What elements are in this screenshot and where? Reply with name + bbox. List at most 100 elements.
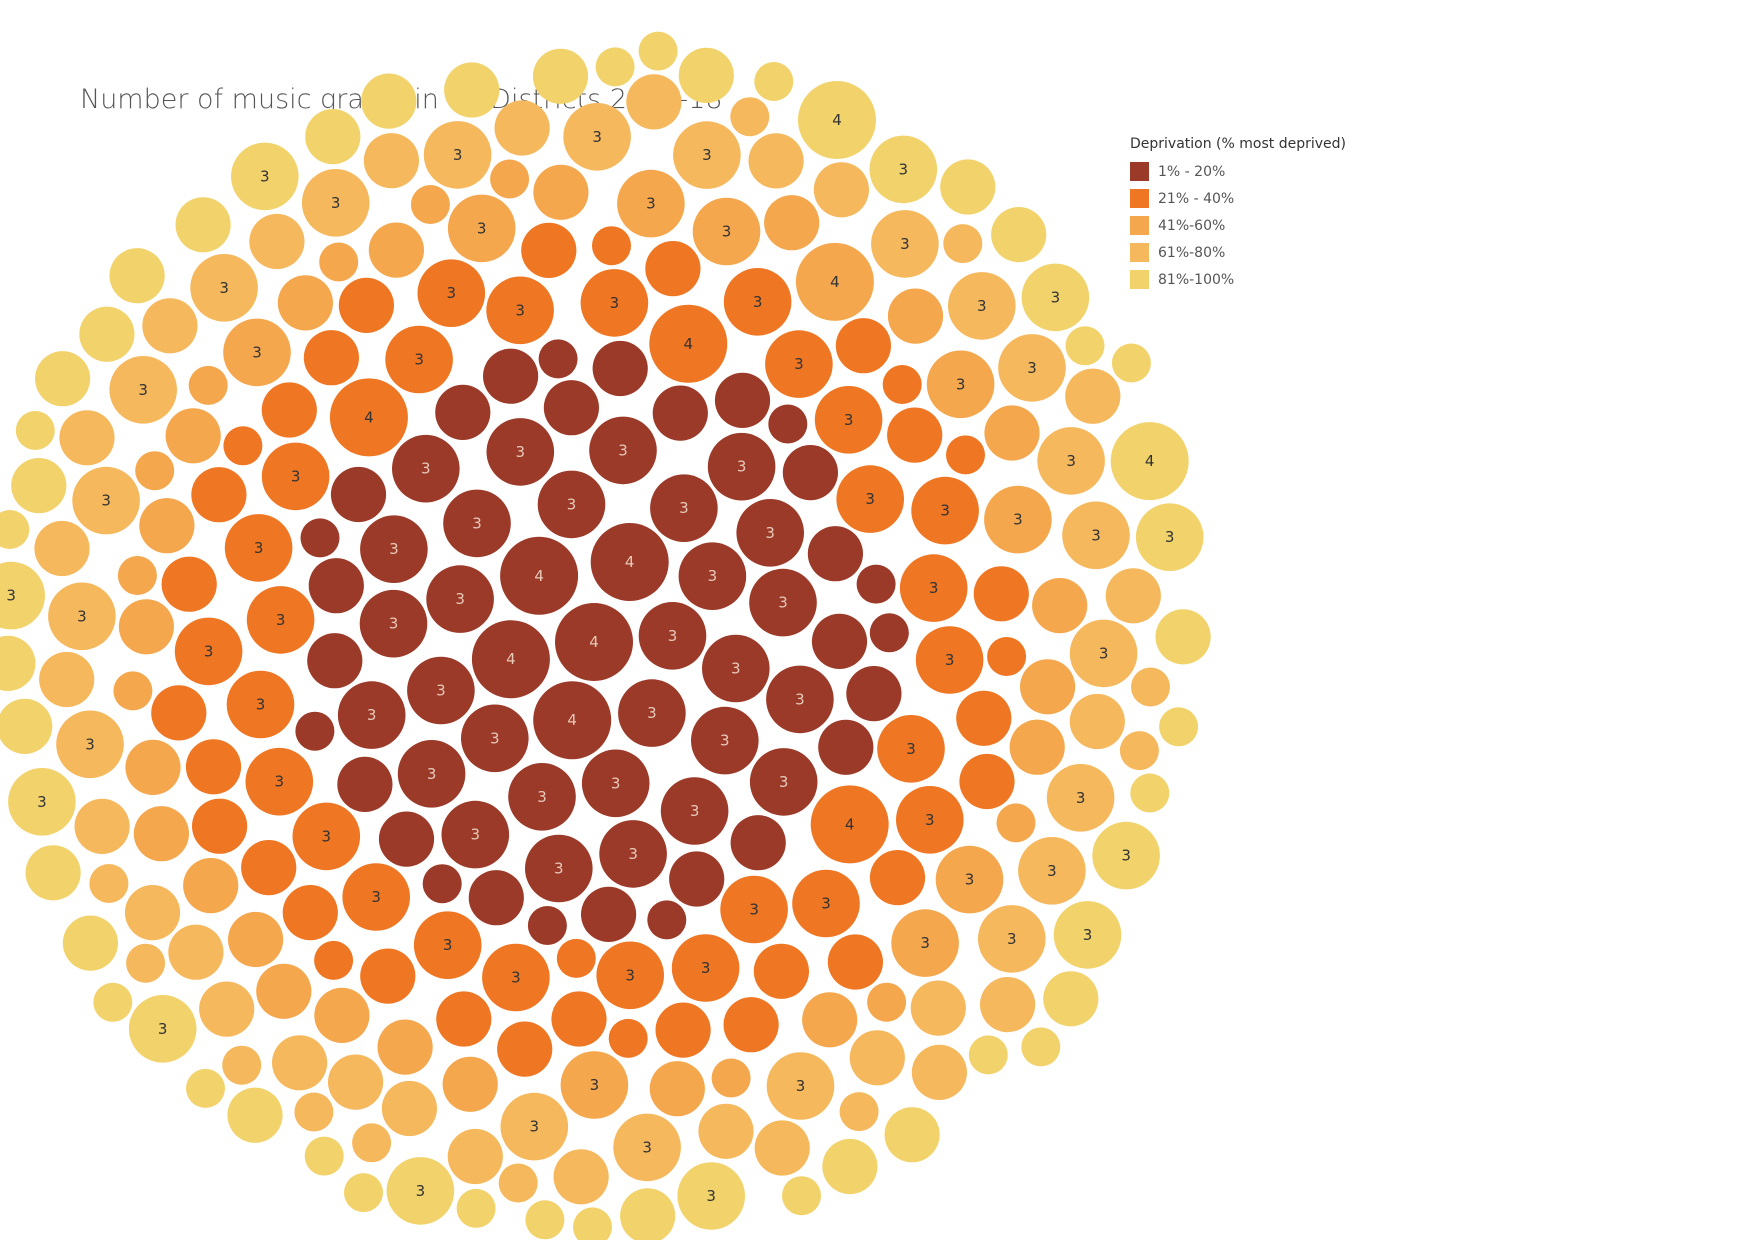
district-bubble[interactable] [599, 820, 667, 888]
district-bubble[interactable] [613, 1113, 681, 1182]
district-bubble[interactable] [124, 885, 181, 941]
district-bubble[interactable] [871, 210, 939, 278]
district-bubble[interactable] [749, 568, 817, 637]
district-bubble[interactable] [856, 564, 896, 604]
district-bubble[interactable] [410, 185, 450, 224]
district-bubble[interactable] [361, 73, 417, 129]
district-bubble[interactable] [277, 275, 333, 331]
legend-item-q2[interactable]: 21% - 40% [1130, 185, 1346, 212]
district-bubble[interactable] [397, 740, 466, 808]
district-bubble[interactable] [11, 458, 67, 514]
district-bubble[interactable] [677, 1162, 745, 1230]
district-bubble[interactable] [525, 834, 593, 903]
district-bubble[interactable] [330, 466, 387, 523]
district-bubble[interactable] [782, 445, 839, 501]
district-bubble[interactable] [980, 977, 1036, 1033]
district-bubble[interactable] [363, 133, 419, 189]
district-bubble[interactable] [174, 617, 243, 686]
district-bubble[interactable] [527, 906, 567, 945]
district-bubble[interactable] [190, 253, 258, 322]
district-bubble[interactable] [1062, 501, 1130, 570]
district-bubble[interactable] [589, 416, 657, 485]
district-bubble[interactable] [869, 850, 926, 906]
district-bubble[interactable] [1135, 503, 1204, 571]
district-bubble[interactable] [839, 1092, 879, 1132]
district-bubble[interactable] [766, 665, 834, 734]
district-bubble[interactable] [0, 698, 53, 754]
district-bubble[interactable] [407, 656, 475, 725]
district-bubble[interactable] [490, 159, 530, 199]
district-bubble[interactable] [443, 489, 511, 558]
district-bubble[interactable] [175, 197, 231, 253]
district-bubble[interactable] [891, 909, 959, 977]
district-bubble[interactable] [649, 1061, 705, 1117]
district-bubble[interactable] [525, 1200, 565, 1240]
district-bubble[interactable] [413, 911, 482, 979]
district-bubble[interactable] [34, 520, 90, 577]
district-bubble[interactable] [911, 1044, 968, 1100]
district-bubble[interactable] [563, 103, 631, 171]
district-bubble[interactable] [186, 1068, 225, 1108]
district-bubble[interactable] [1053, 901, 1122, 969]
district-bubble[interactable] [978, 905, 1046, 973]
district-bubble[interactable] [948, 272, 1016, 340]
district-bubble[interactable] [1021, 263, 1090, 332]
district-bubble[interactable] [849, 1030, 905, 1086]
district-bubble[interactable] [342, 863, 411, 931]
district-bubble[interactable] [447, 1128, 503, 1185]
district-bubble[interactable] [192, 798, 248, 854]
district-bubble[interactable] [991, 207, 1047, 263]
district-bubble[interactable] [444, 62, 500, 118]
district-bubble[interactable] [533, 164, 589, 220]
district-bubble[interactable] [730, 97, 770, 137]
district-bubble[interactable] [109, 356, 177, 424]
district-bubble[interactable] [15, 411, 55, 450]
district-bubble[interactable] [764, 195, 820, 251]
district-bubble[interactable] [521, 222, 577, 278]
district-bubble[interactable] [128, 995, 197, 1063]
district-bubble[interactable] [782, 1176, 821, 1216]
district-bubble[interactable] [749, 748, 818, 816]
district-bubble[interactable] [185, 739, 242, 795]
legend-item-q3[interactable]: 41%-60% [1130, 212, 1346, 239]
district-bubble[interactable] [795, 242, 874, 321]
district-bubble[interactable] [139, 498, 195, 554]
district-bubble[interactable] [125, 739, 181, 796]
district-bubble[interactable] [1111, 343, 1151, 383]
district-bubble[interactable] [117, 556, 157, 595]
district-bubble[interactable] [468, 870, 524, 926]
district-bubble[interactable] [592, 340, 648, 397]
district-bubble[interactable] [553, 1149, 609, 1205]
district-bubble[interactable] [223, 318, 291, 387]
district-bubble[interactable] [328, 1054, 384, 1110]
district-bubble[interactable] [765, 330, 833, 398]
district-bubble[interactable] [1046, 764, 1115, 832]
district-bubble[interactable] [0, 561, 45, 630]
district-bubble[interactable] [798, 81, 876, 159]
district-bubble[interactable] [377, 1019, 433, 1075]
district-bubble[interactable] [822, 1138, 878, 1195]
district-bubble[interactable] [294, 1092, 334, 1132]
district-bubble[interactable] [301, 169, 370, 237]
district-bubble[interactable] [702, 634, 770, 703]
district-bubble[interactable] [272, 1035, 328, 1091]
district-bubble[interactable] [378, 811, 435, 867]
district-bubble[interactable] [337, 681, 406, 749]
district-bubble[interactable] [39, 651, 95, 708]
district-bubble[interactable] [385, 325, 453, 394]
district-bubble[interactable] [417, 259, 486, 328]
district-bubble[interactable] [669, 851, 725, 907]
district-bubble[interactable] [652, 385, 708, 441]
district-bubble[interactable] [590, 523, 669, 601]
district-bubble[interactable] [456, 1188, 496, 1228]
district-bubble[interactable] [678, 542, 747, 610]
district-bubble[interactable] [441, 800, 510, 869]
district-bubble[interactable] [423, 121, 492, 189]
district-bubble[interactable] [836, 465, 904, 533]
district-bubble[interactable] [368, 222, 424, 278]
district-bubble[interactable] [538, 339, 578, 379]
district-bubble[interactable] [113, 671, 153, 711]
district-bubble[interactable] [261, 382, 317, 438]
district-bubble[interactable] [1020, 659, 1076, 715]
district-bubble[interactable] [887, 288, 944, 344]
